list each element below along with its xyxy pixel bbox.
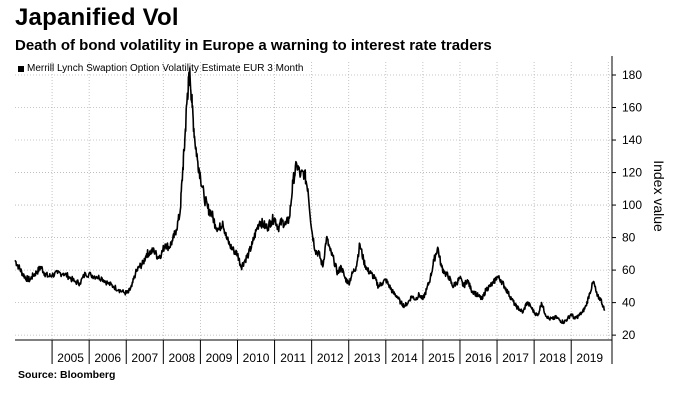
y-tick-label: 180 <box>622 68 642 82</box>
y-tick-label: 60 <box>622 263 636 277</box>
x-tick-label: 2007 <box>131 351 158 365</box>
x-tick-label: 2017 <box>502 351 529 365</box>
x-tick-label: 2010 <box>243 351 270 365</box>
legend-label: Merrill Lynch Swaption Option Volatility… <box>27 63 304 74</box>
y-tick-label: 100 <box>622 198 642 212</box>
y-axis-label: Index value <box>651 160 667 232</box>
series-group <box>14 67 606 325</box>
y-tick-label: 120 <box>622 166 642 180</box>
x-axis: 2005 2006 2007 2008 2009 2010 2011 2012 2013 2014… <box>15 339 612 365</box>
series-line <box>14 67 606 325</box>
source-note: Source: Bloomberg <box>18 369 116 381</box>
x-tick-label: 2013 <box>354 351 381 365</box>
y-tick-label: 20 <box>622 328 636 342</box>
legend: Merrill Lynch Swaption Option Volatility… <box>18 63 303 74</box>
x-tick-label: 2006 <box>94 351 121 365</box>
x-tick-label: 2009 <box>206 351 233 365</box>
x-tick-label: 2016 <box>465 351 492 365</box>
chart-subtitle: Death of bond volatility in Europe a war… <box>15 37 492 54</box>
y-tick-label: 80 <box>622 231 636 245</box>
x-tick-label: 2014 <box>391 351 418 365</box>
x-tick-label: 2011 <box>280 351 306 365</box>
y-tick-label: 140 <box>622 133 642 147</box>
x-tick-label: 2005 <box>57 351 84 365</box>
x-tick-label: 2012 <box>317 351 344 365</box>
chart-title: Japanified Vol <box>15 4 179 31</box>
y-tick-label: 40 <box>622 296 636 310</box>
x-tick-label: 2015 <box>428 351 455 365</box>
y-tick-label: 160 <box>622 101 642 115</box>
grid <box>15 62 612 340</box>
x-tick-label: 2019 <box>576 351 603 365</box>
x-tick-label: 2018 <box>539 351 566 365</box>
legend-swatch <box>18 65 24 72</box>
x-tick-label: 2008 <box>169 351 196 365</box>
y-axis: 20 40 60 80 100 120 140 160 180 <box>611 56 642 364</box>
